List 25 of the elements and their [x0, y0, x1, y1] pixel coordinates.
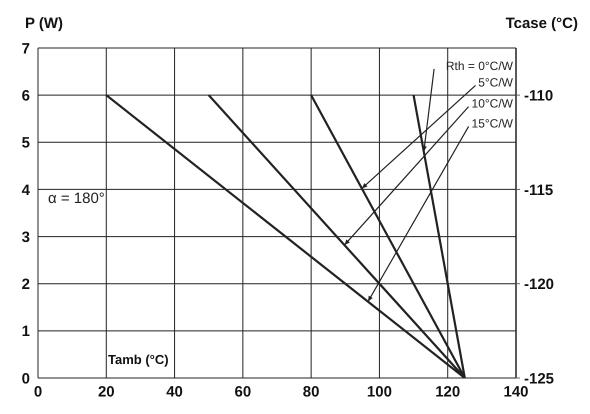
x-tick-label: 0 [34, 384, 42, 401]
y-tick-label: 5 [22, 134, 30, 152]
x-tick-label: 40 [166, 384, 183, 401]
y-tick-label: 1 [22, 323, 30, 340]
x-tick-label: 100 [366, 384, 392, 401]
y-tick-label: 0 [22, 370, 30, 388]
y2-axis-title: Tcase (°C) [506, 15, 578, 32]
y-tick-label: 2 [22, 276, 30, 294]
x-tick-label: 80 [302, 384, 320, 401]
x-tick-label: 60 [234, 384, 252, 401]
y2-tick-label: -110 [524, 87, 554, 104]
text: 15°C/W [472, 116, 514, 130]
y-tick-label: 7 [22, 40, 30, 58]
y-tick-label: 3 [22, 228, 30, 246]
y2-tick-label: -115 [524, 182, 554, 199]
y2-tick-label: -120 [524, 276, 554, 294]
text: 5°C/W [478, 75, 514, 90]
y-axis-title: P (W) [24, 15, 64, 32]
annotation: α = 180° [48, 190, 105, 207]
x-axis-title: Tamb (°C) [108, 352, 169, 367]
y-tick-label: 4 [22, 182, 31, 199]
text: 10°C/W [472, 96, 514, 111]
x-tick-label: 120 [435, 384, 460, 401]
y-tick-label: 6 [22, 87, 30, 104]
x-tick-label: 20 [98, 384, 115, 401]
